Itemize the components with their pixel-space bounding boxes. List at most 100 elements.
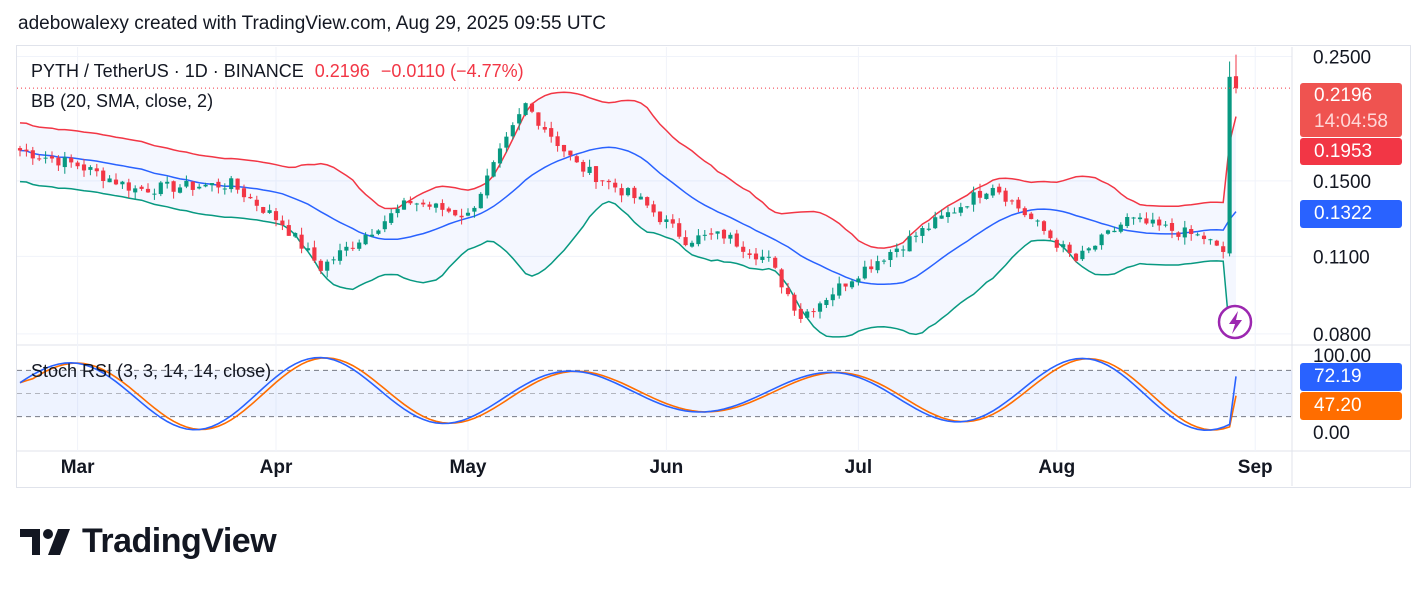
symbol-legend[interactable]: PYTH / TetherUS · 1D · BINANCE 0.2196 −0… <box>31 61 524 82</box>
candle-body <box>312 247 317 261</box>
stoch-band <box>17 369 1292 418</box>
candle-body <box>248 196 253 199</box>
candle-body <box>536 112 541 126</box>
candle-body <box>1029 213 1034 220</box>
candle-body <box>101 170 106 182</box>
candle-body <box>350 247 355 249</box>
candle-body <box>344 246 349 251</box>
candle-body <box>158 182 163 195</box>
candle-body <box>971 192 976 205</box>
candle-body <box>747 253 752 255</box>
candle-body <box>24 149 29 152</box>
candle-body <box>568 150 573 156</box>
candle-body <box>779 269 784 288</box>
candle-body <box>753 253 759 260</box>
candle-body <box>1169 223 1175 231</box>
candle-body <box>1233 76 1239 89</box>
candle-body <box>126 182 131 191</box>
candle-body <box>465 212 471 216</box>
stoch-k-line <box>19 356 1237 432</box>
symbol-name: PYTH / TetherUS · 1D · BINANCE <box>31 61 304 81</box>
candle-body <box>165 181 170 184</box>
candle-body <box>421 202 426 205</box>
stoch-legend[interactable]: Stoch RSI (3, 3, 14, 14, close) <box>31 361 272 381</box>
candle-body <box>94 168 99 172</box>
stoch-lines <box>19 356 1237 432</box>
candle-body <box>497 148 503 164</box>
bb-lower-line <box>19 180 1237 338</box>
candle-body <box>881 260 887 262</box>
candle-body <box>120 181 125 185</box>
candle-body <box>261 207 266 213</box>
candle-body <box>677 223 682 237</box>
candle-body <box>401 200 407 210</box>
candle-body <box>766 256 771 258</box>
candle-body <box>984 193 989 199</box>
candle-body <box>830 294 835 301</box>
candle-body <box>849 281 855 288</box>
time-tick-label: Jun <box>650 457 684 478</box>
candle-body <box>638 196 643 200</box>
candle-body <box>696 235 701 245</box>
candle-body <box>1080 250 1085 260</box>
chart-grid <box>17 47 1411 486</box>
candle-body <box>517 114 522 124</box>
candle-body <box>459 215 464 218</box>
candle-body <box>1227 76 1232 254</box>
time-tick-label: May <box>450 457 487 478</box>
candle-body <box>1003 190 1008 202</box>
candle-body <box>235 178 240 190</box>
time-tick-label: Jul <box>845 457 872 478</box>
candle-body <box>433 203 439 208</box>
candle-body <box>670 219 675 224</box>
lightning-icon[interactable] <box>1217 304 1253 340</box>
candle-body <box>133 188 138 193</box>
price-tick-label: 0.1500 <box>1313 172 1371 193</box>
price-tick-label: 0.1100 <box>1313 247 1370 268</box>
candle-body <box>382 221 387 230</box>
candle-body <box>395 208 400 214</box>
bb-legend[interactable]: BB (20, SMA, close, 2) <box>31 91 214 111</box>
candle-body <box>875 261 880 271</box>
candle-body <box>574 156 579 163</box>
bar-countdown: 14:04:58 <box>1314 111 1388 132</box>
candle-body <box>1176 232 1181 237</box>
candle-body <box>30 150 35 159</box>
candle-body <box>901 249 906 251</box>
candle-body <box>1125 217 1130 227</box>
tradingview-logo-icon <box>20 528 70 555</box>
candle-body <box>1189 229 1194 235</box>
candle-body <box>414 203 419 205</box>
candle-body <box>491 162 496 177</box>
candle-body <box>1163 224 1168 226</box>
candle-body <box>606 180 611 183</box>
candle-body <box>209 183 215 186</box>
candle-body <box>1073 253 1079 261</box>
chart-credit: adebowalexy created with TradingView.com… <box>18 13 606 34</box>
candle-body <box>62 157 67 168</box>
candle-body <box>1112 230 1117 233</box>
candle-body <box>837 283 842 296</box>
candle-body <box>113 179 119 185</box>
candle-body <box>1150 219 1155 224</box>
candle-body <box>939 215 944 219</box>
candle-body <box>510 125 515 137</box>
tradingview-wordmark: TradingView <box>82 522 277 560</box>
candle-body <box>267 210 272 213</box>
candle-body <box>1054 239 1059 248</box>
candle-body <box>920 228 925 236</box>
candle-body <box>440 203 445 210</box>
candle-body <box>907 236 912 252</box>
candle-body <box>913 235 919 237</box>
candle-body <box>817 303 823 312</box>
candle-body <box>549 128 554 137</box>
candle-body <box>760 256 765 260</box>
stoch-k-tag: 72.19 <box>1300 363 1402 391</box>
candle-body <box>824 300 829 306</box>
candle-body <box>773 257 778 268</box>
candle-body <box>619 188 624 196</box>
tradingview-logo[interactable]: TradingView <box>20 522 277 561</box>
candle-body <box>1016 199 1021 209</box>
